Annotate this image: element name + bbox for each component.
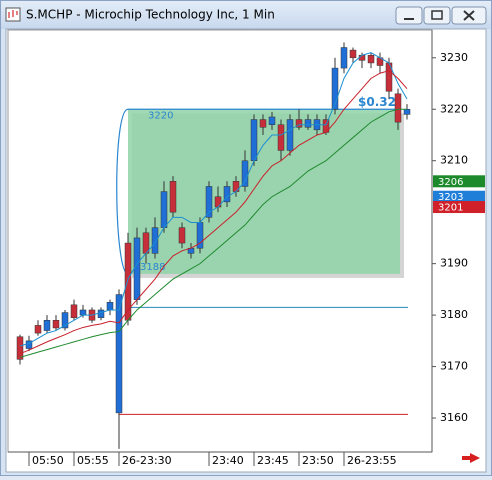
x-tick-label: 23:45 — [257, 454, 289, 467]
price-badge — [433, 190, 485, 203]
moving-average-line — [19, 108, 407, 358]
candle-body — [169, 181, 177, 213]
candle-body — [367, 54, 375, 64]
y-tick-label: 3230 — [440, 51, 468, 64]
y-tick-label: 3210 — [440, 154, 468, 167]
window-title: S.MCHP - Microchip Technology Inc, 1 Min — [26, 8, 275, 22]
candle-body — [259, 119, 267, 128]
candle-body — [394, 93, 402, 123]
candle-body — [268, 116, 276, 125]
candle-body — [250, 119, 258, 161]
range-top-label: 3220 — [148, 110, 173, 121]
candle-body — [124, 242, 132, 321]
moving-average-line — [19, 52, 408, 347]
range-span-label: $0.32 — [358, 95, 396, 109]
y-tick-label: 3190 — [440, 257, 468, 270]
candle-body — [304, 119, 312, 128]
candle-body — [97, 309, 105, 318]
x-tick-label: 23:50 — [302, 454, 334, 467]
candle-body — [403, 109, 411, 115]
candle-body — [43, 320, 51, 331]
range-bracket — [116, 108, 400, 275]
price-badge-label: 3203 — [438, 192, 463, 203]
range-bottom-label: 3188 — [140, 262, 165, 273]
candle-body — [52, 320, 60, 329]
x-tick-label: 26-23:55 — [347, 454, 397, 467]
x-tick-label: 05:50 — [32, 454, 64, 467]
candle-body — [295, 119, 303, 128]
range-box — [128, 109, 400, 274]
candle-body — [160, 191, 168, 228]
candle-body — [34, 325, 42, 334]
app-icon — [5, 7, 21, 22]
candle-body — [331, 67, 339, 110]
y-tick-label: 3180 — [440, 308, 468, 321]
candle-body — [133, 237, 141, 300]
candle-body — [286, 119, 294, 151]
candle-body — [70, 304, 78, 318]
candle-body — [277, 124, 285, 151]
y-tick-label: 3170 — [440, 360, 468, 373]
candle-body — [151, 227, 159, 254]
x-tick-label: 23:40 — [212, 454, 244, 467]
maximize-button[interactable] — [423, 6, 451, 25]
candle-body — [61, 312, 69, 329]
candle-body — [115, 294, 123, 414]
candle-body — [340, 47, 348, 69]
close-button[interactable] — [451, 6, 487, 25]
candle-body — [214, 196, 222, 208]
candle-body — [16, 336, 24, 360]
candle-body — [232, 181, 240, 192]
candle-body — [349, 49, 357, 59]
price-badge-label: 3201 — [438, 203, 463, 214]
moving-average-line — [19, 70, 408, 355]
price-badge — [433, 201, 485, 214]
candle-body — [79, 309, 87, 316]
plot-layer: 3220 3188 $0.32 3160 3170 3180 3190 3210 3220 323… — [16, 42, 485, 467]
candle-body — [358, 54, 366, 61]
candle-body — [106, 301, 114, 311]
y-tick-label: 3220 — [440, 102, 468, 115]
scroll-right-arrow[interactable] — [462, 453, 480, 463]
minimize-button[interactable] — [395, 6, 423, 25]
candle-body — [241, 160, 249, 187]
price-badge-label: 3206 — [438, 177, 463, 188]
x-tick-label: 05:55 — [77, 454, 109, 467]
candle-body — [223, 186, 231, 203]
price-badge — [433, 175, 485, 188]
candle-body — [205, 186, 213, 218]
y-tick-label: 3160 — [440, 411, 468, 424]
x-tick-label: 26-23:30 — [122, 454, 172, 467]
candle-body — [178, 227, 186, 244]
